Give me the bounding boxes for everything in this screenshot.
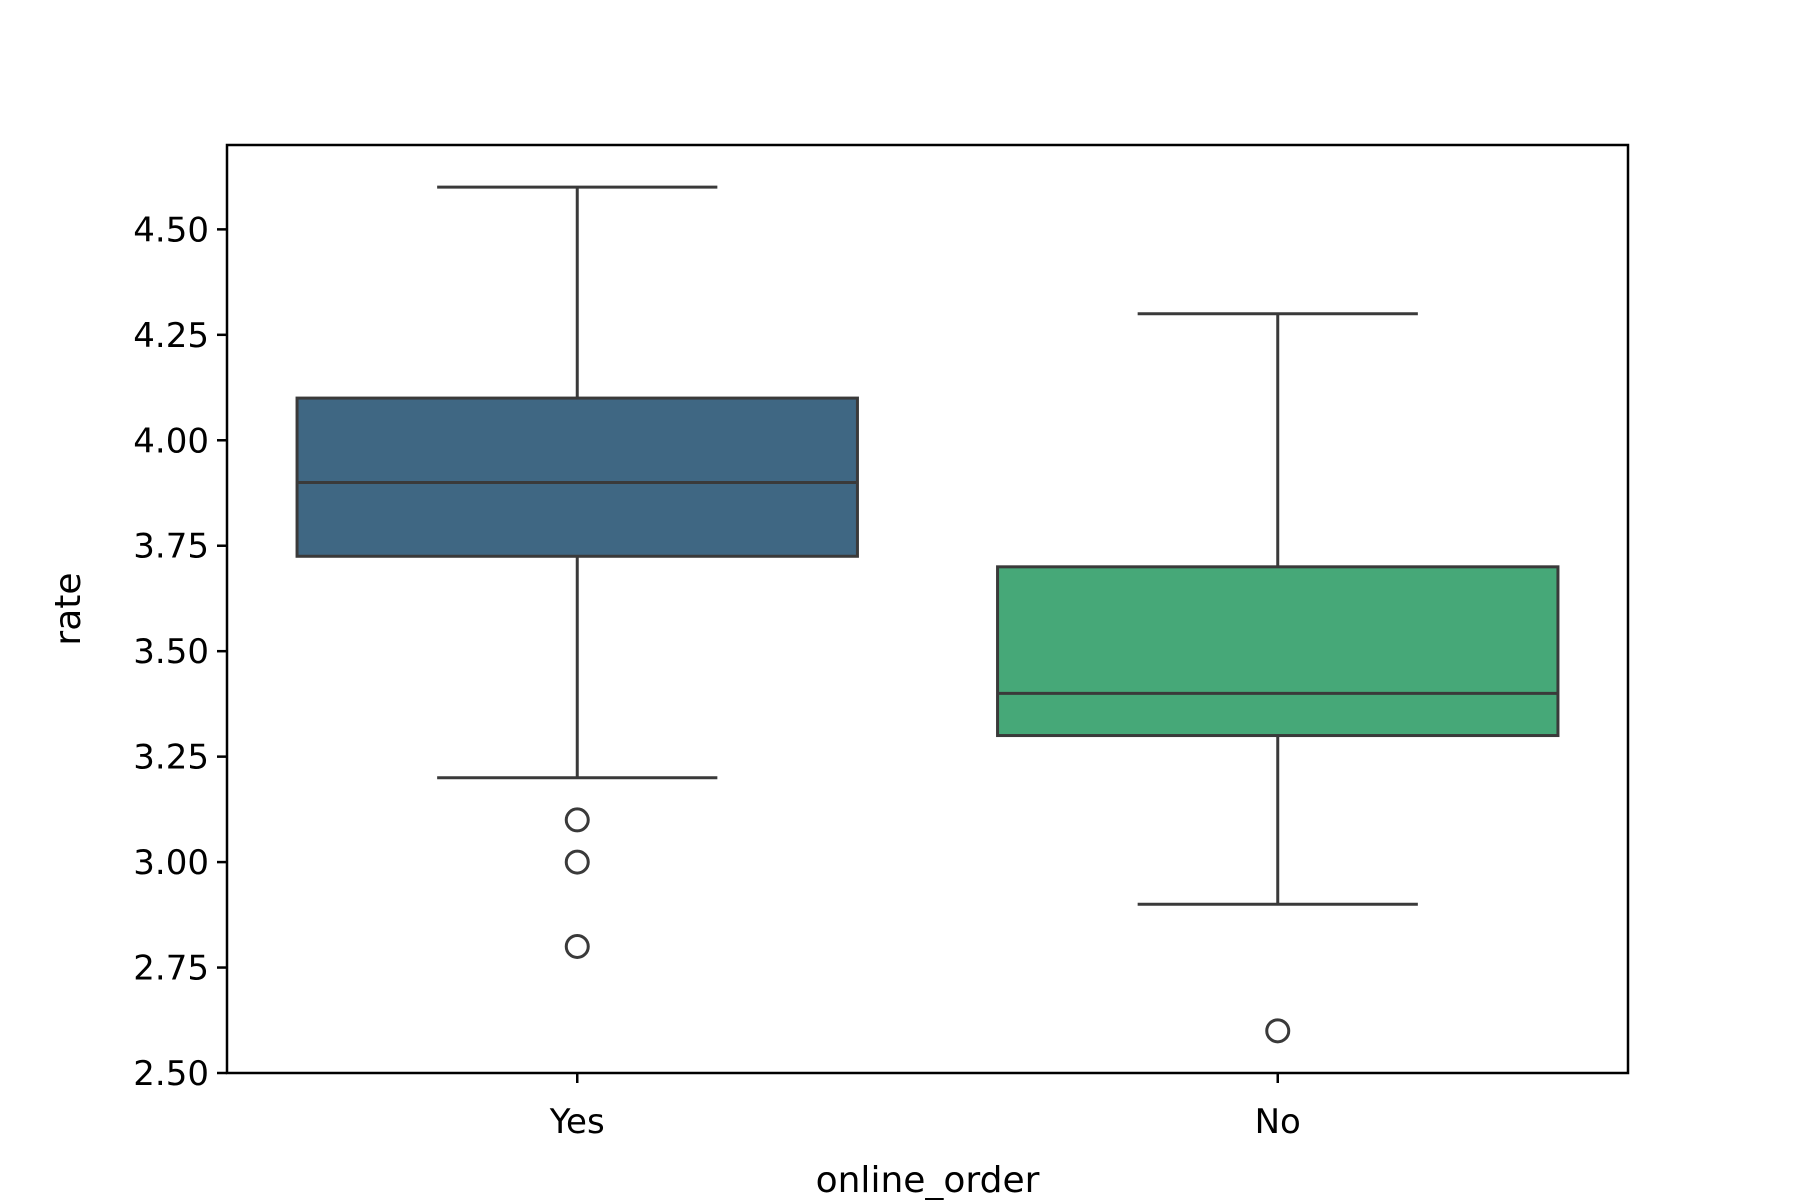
x-tick-label: Yes xyxy=(549,1102,605,1142)
outlier-point xyxy=(564,807,590,833)
y-tick-label: 2.75 xyxy=(133,949,209,989)
outlier-point xyxy=(1265,1018,1291,1044)
y-axis-label: rate xyxy=(48,572,89,645)
outlier-point xyxy=(564,849,590,875)
outlier-point xyxy=(564,933,590,959)
y-tick-label: 3.50 xyxy=(133,632,209,672)
y-tick-label: 4.50 xyxy=(133,210,209,250)
y-tick-label: 3.75 xyxy=(133,527,209,567)
box-group-no xyxy=(996,312,1560,1044)
y-tick-label: 3.25 xyxy=(133,738,209,778)
box-iqr xyxy=(996,565,1560,738)
x-tick-label: No xyxy=(1255,1102,1301,1142)
plot-frame xyxy=(225,143,1630,1075)
y-tick-label: 3.00 xyxy=(133,843,209,883)
box-iqr xyxy=(295,396,859,558)
y-tick-label: 4.00 xyxy=(133,421,209,461)
x-axis-label: online_order xyxy=(816,1160,1040,1200)
x-axis: Yes No xyxy=(549,1073,1301,1142)
boxes-layer xyxy=(295,185,1560,1044)
box-group-yes xyxy=(295,185,859,959)
y-axis: 2.50 2.75 3.00 3.25 3.50 3.75 4.00 4.25 4.50 xyxy=(133,210,227,1094)
y-tick-label: 4.25 xyxy=(133,316,209,356)
y-tick-label: 2.50 xyxy=(133,1054,209,1094)
